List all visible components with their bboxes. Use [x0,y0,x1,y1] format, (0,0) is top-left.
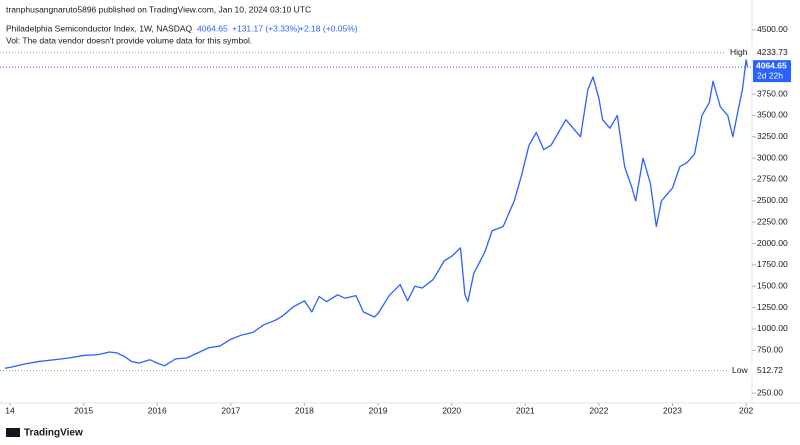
high-label-bg [726,46,800,59]
y-tick-label: 3000.00 [757,152,788,162]
y-tick-label: 250.00 [757,387,783,397]
last-price: 4064.65 [197,23,228,33]
high-value: 4233.73 [757,47,788,57]
y-tick-label: 4500.00 [757,24,788,34]
x-tick-label: 2021 [516,405,535,415]
y-tick-label: 1000.00 [757,323,788,333]
price-badge-time: 2d 22h [757,70,783,80]
low-label-bg [728,364,800,377]
x-tick-label: 2019 [369,405,388,415]
x-tick-label: 2020 [442,405,461,415]
brand-logo [6,428,20,437]
price-badge-value: 4064.65 [756,60,787,70]
x-tick-label: 2017 [221,405,240,415]
y-tick-label: 3250.00 [757,131,788,141]
x-tick-label: 2023 [663,405,682,415]
high-label: High [730,47,748,57]
y-tick-label: 3500.00 [757,110,788,120]
published-note: tranphusangnaruto5896 published on Tradi… [6,4,311,14]
x-tick-label: 2015 [74,405,93,415]
brand: TradingView [24,428,83,439]
price-badge [753,60,791,83]
low-label: Low [732,365,748,375]
x-tick-label: 2018 [295,405,314,415]
y-tick-label: 1500.00 [757,281,788,291]
y-tick-label: 3750.00 [757,88,788,98]
x-tick-label: 2016 [148,405,167,415]
volume-note: Vol: The data vendor doesn't provide vol… [6,35,252,45]
price-series [4,59,749,369]
y-tick-label: 2750.00 [757,174,788,184]
ext-change: +2.18 (+0.05%) [299,23,358,33]
y-tick-label: 1750.00 [757,259,788,269]
y-tick-label: 750.00 [757,345,783,355]
y-tick-label: 2250.00 [757,216,788,226]
y-tick-label: 2000.00 [757,238,788,248]
y-tick-label: 1250.00 [757,302,788,312]
x-tick-label: 202 [739,405,753,415]
x-tick-label: 2022 [589,405,608,415]
x-tick-label: 14 [5,405,15,415]
chart-title: Philadelphia Semiconductor Index, 1W, NA… [6,23,193,33]
y-tick-label: 2500.00 [757,195,788,205]
price-change: +131.17 (+3.33%) [232,23,300,33]
low-value: 512.72 [757,365,783,375]
